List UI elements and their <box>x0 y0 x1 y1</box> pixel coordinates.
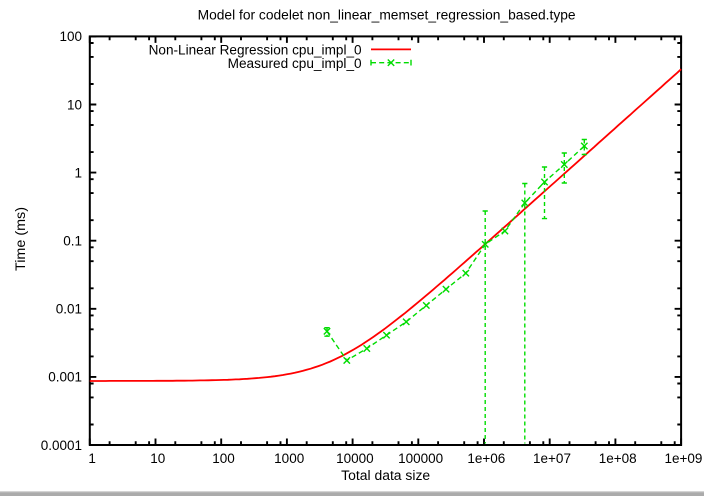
svg-text:1e+07: 1e+07 <box>533 451 571 466</box>
svg-text:1e+09: 1e+09 <box>664 451 702 466</box>
svg-text:0.01: 0.01 <box>56 302 82 317</box>
svg-text:1000: 1000 <box>274 451 304 466</box>
svg-text:1: 1 <box>74 165 82 180</box>
svg-text:1: 1 <box>88 451 96 466</box>
svg-text:1e+06: 1e+06 <box>467 451 505 466</box>
svg-text:1e+08: 1e+08 <box>599 451 637 466</box>
svg-text:Measured cpu_impl_0: Measured cpu_impl_0 <box>228 56 362 71</box>
svg-text:0.001: 0.001 <box>48 370 82 385</box>
svg-text:Total data size: Total data size <box>341 468 430 483</box>
svg-text:100: 100 <box>212 451 235 466</box>
svg-text:10: 10 <box>67 97 82 112</box>
svg-text:Model for codelet non_linear_m: Model for codelet non_linear_memset_regr… <box>198 8 576 23</box>
svg-text:Non-Linear Regression cpu_impl: Non-Linear Regression cpu_impl_0 <box>149 42 362 57</box>
svg-text:0.1: 0.1 <box>63 234 82 249</box>
svg-text:0.0001: 0.0001 <box>41 438 82 453</box>
svg-text:100: 100 <box>59 29 82 44</box>
svg-text:Time (ms): Time (ms) <box>13 207 28 271</box>
svg-text:10: 10 <box>150 451 165 466</box>
svg-text:10000: 10000 <box>336 451 374 466</box>
svg-text:100000: 100000 <box>398 451 443 466</box>
